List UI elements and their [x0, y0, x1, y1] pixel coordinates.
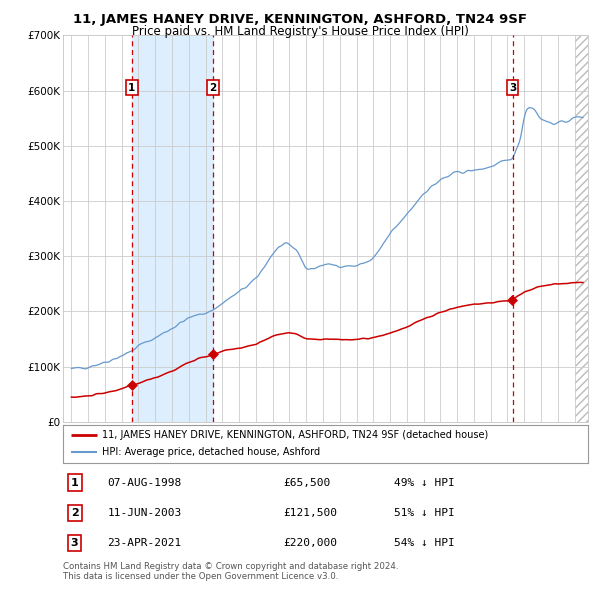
Text: 23-APR-2021: 23-APR-2021 [107, 538, 182, 548]
Text: 11, JAMES HANEY DRIVE, KENNINGTON, ASHFORD, TN24 9SF (detached house): 11, JAMES HANEY DRIVE, KENNINGTON, ASHFO… [103, 430, 488, 440]
Bar [575, 35, 588, 422]
Text: £121,500: £121,500 [284, 508, 337, 518]
Text: 3: 3 [71, 538, 79, 548]
Text: 51% ↓ HPI: 51% ↓ HPI [394, 508, 455, 518]
Text: £65,500: £65,500 [284, 477, 331, 487]
Text: 1: 1 [128, 83, 136, 93]
Text: 49% ↓ HPI: 49% ↓ HPI [394, 477, 455, 487]
Text: 11, JAMES HANEY DRIVE, KENNINGTON, ASHFORD, TN24 9SF: 11, JAMES HANEY DRIVE, KENNINGTON, ASHFO… [73, 13, 527, 26]
Text: 07-AUG-1998: 07-AUG-1998 [107, 477, 182, 487]
Bar [132, 35, 213, 422]
Text: 2: 2 [209, 83, 217, 93]
Text: HPI: Average price, detached house, Ashford: HPI: Average price, detached house, Ashf… [103, 447, 320, 457]
Text: 1: 1 [71, 477, 79, 487]
Text: 11-JUN-2003: 11-JUN-2003 [107, 508, 182, 518]
Text: 2: 2 [71, 508, 79, 518]
Text: £220,000: £220,000 [284, 538, 337, 548]
Text: 54% ↓ HPI: 54% ↓ HPI [394, 538, 455, 548]
Text: Price paid vs. HM Land Registry's House Price Index (HPI): Price paid vs. HM Land Registry's House … [131, 25, 469, 38]
Text: This data is licensed under the Open Government Licence v3.0.: This data is licensed under the Open Gov… [63, 572, 338, 581]
Text: Contains HM Land Registry data © Crown copyright and database right 2024.: Contains HM Land Registry data © Crown c… [63, 562, 398, 571]
Text: 3: 3 [509, 83, 516, 93]
